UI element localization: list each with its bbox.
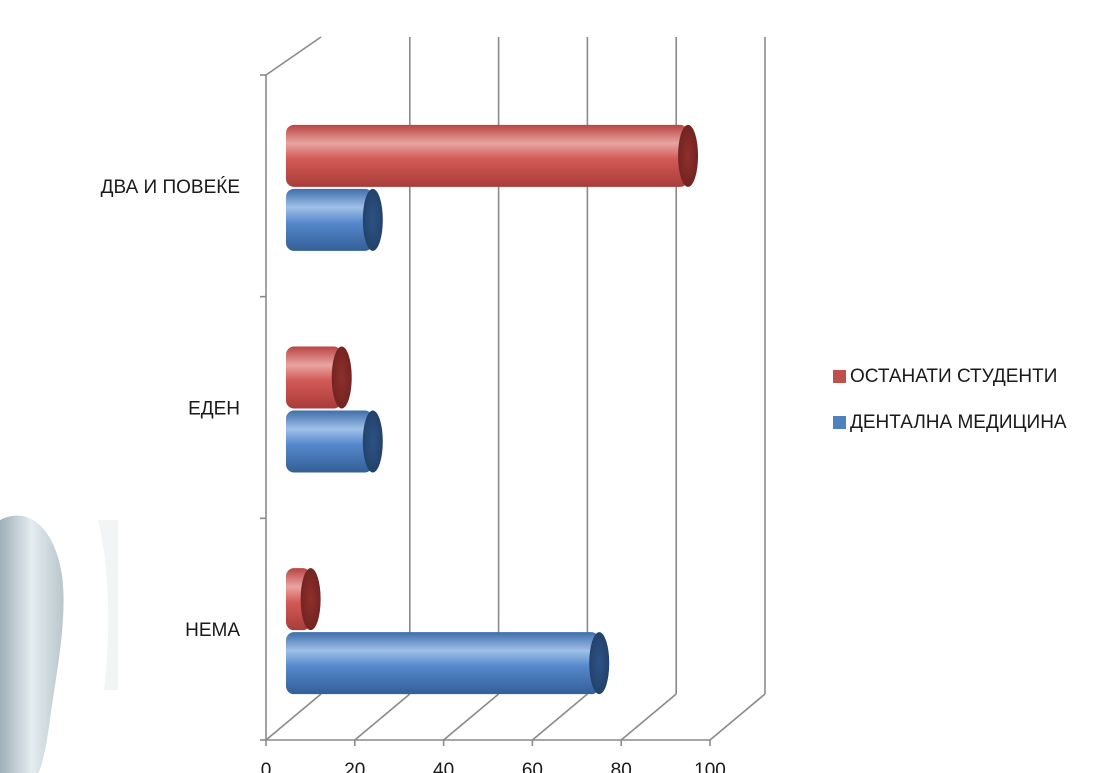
gridline-floor [531, 693, 588, 741]
category-label: ДВА И ПОВЕЌЕ [101, 177, 240, 198]
gridline-floor [620, 693, 677, 741]
bar-red-1 [286, 346, 352, 409]
legend: ОСТАНАТИ СТУДЕНТИ ДЕНТАЛНА МЕДИЦИНА [833, 366, 1067, 433]
gridline-floor [443, 693, 500, 741]
bar-body [286, 632, 600, 695]
x-tick-label: 40 [433, 760, 454, 773]
tooth-highlight [98, 520, 118, 690]
bar-red-2 [286, 568, 321, 631]
legend-label: ОСТАНАТИ СТУДЕНТИ [850, 366, 1057, 387]
bar-body [286, 124, 689, 187]
bar-end-cap [331, 346, 352, 409]
category-label: НЕМА [185, 620, 240, 641]
x-tick-label: 20 [344, 760, 365, 773]
bar-body [286, 346, 342, 409]
bar-blue-0 [286, 188, 383, 251]
gridline-floor [354, 693, 411, 741]
bar-end-cap [362, 188, 383, 251]
bar-red-0 [286, 124, 699, 187]
tooth-shape [0, 515, 64, 773]
bar-end-cap [678, 124, 699, 187]
legend-label: ДЕНТАЛНА МЕДИЦИНА [850, 412, 1067, 433]
bars [286, 124, 699, 695]
axis-top-diagonal [265, 36, 322, 76]
tooth-illustration [0, 515, 118, 773]
bar-blue-1 [286, 410, 383, 473]
legend-swatch [833, 370, 846, 383]
bar-end-cap [589, 632, 610, 695]
bar-body [286, 410, 373, 473]
bar-end-cap [300, 568, 321, 631]
gridline-floor [265, 693, 322, 741]
bar-blue-2 [286, 632, 610, 695]
x-tick-label: 100 [694, 760, 726, 773]
legend-swatch [833, 416, 846, 429]
x-tick-label: 0 [261, 760, 272, 773]
bar-body [286, 188, 373, 251]
category-label: ЕДЕН [188, 399, 240, 420]
bar-end-cap [362, 410, 383, 473]
x-tick-label: 60 [522, 760, 543, 773]
axes [260, 36, 766, 746]
gridline-floor [709, 693, 766, 741]
labels: 0 20 40 60 80 100 ДВА И ПОВЕЌЕ ЕДЕН НЕМА [101, 177, 726, 773]
x-tick-label: 80 [611, 760, 632, 773]
